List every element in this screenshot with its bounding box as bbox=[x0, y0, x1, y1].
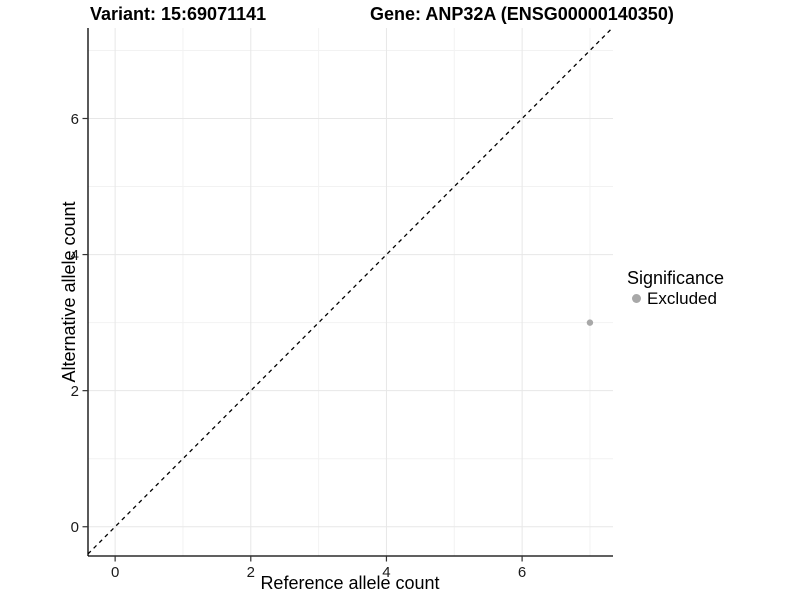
identity-line bbox=[87, 27, 613, 555]
legend-item-excluded: Excluded bbox=[627, 289, 724, 308]
gridlines-group bbox=[88, 28, 613, 556]
y-tick-label: 4 bbox=[71, 247, 79, 264]
variant-title: Variant: 15:69071141 bbox=[90, 4, 267, 24]
x-tick-label: 4 bbox=[382, 564, 390, 581]
data-point bbox=[586, 319, 594, 326]
plot-marks-group: 0 2 4 6 0 2 4 6 bbox=[71, 27, 613, 581]
legend: Significance Excluded bbox=[627, 268, 724, 308]
legend-point-icon bbox=[632, 294, 641, 303]
y-tick-label: 0 bbox=[71, 519, 79, 536]
x-tick-label: 2 bbox=[247, 564, 255, 581]
x-tick-label: 0 bbox=[111, 564, 119, 581]
y-axis-title: Alternative allele count bbox=[59, 201, 79, 382]
y-tick-label: 6 bbox=[71, 111, 79, 128]
x-axis-title: Reference allele count bbox=[260, 573, 439, 593]
legend-title: Significance bbox=[627, 268, 725, 288]
gene-title: Gene: ANP32A (ENSG00000140350) bbox=[370, 4, 674, 24]
legend-item-label: Excluded bbox=[647, 289, 717, 308]
y-tick-label: 2 bbox=[71, 383, 79, 400]
x-tick-label: 6 bbox=[518, 564, 526, 581]
